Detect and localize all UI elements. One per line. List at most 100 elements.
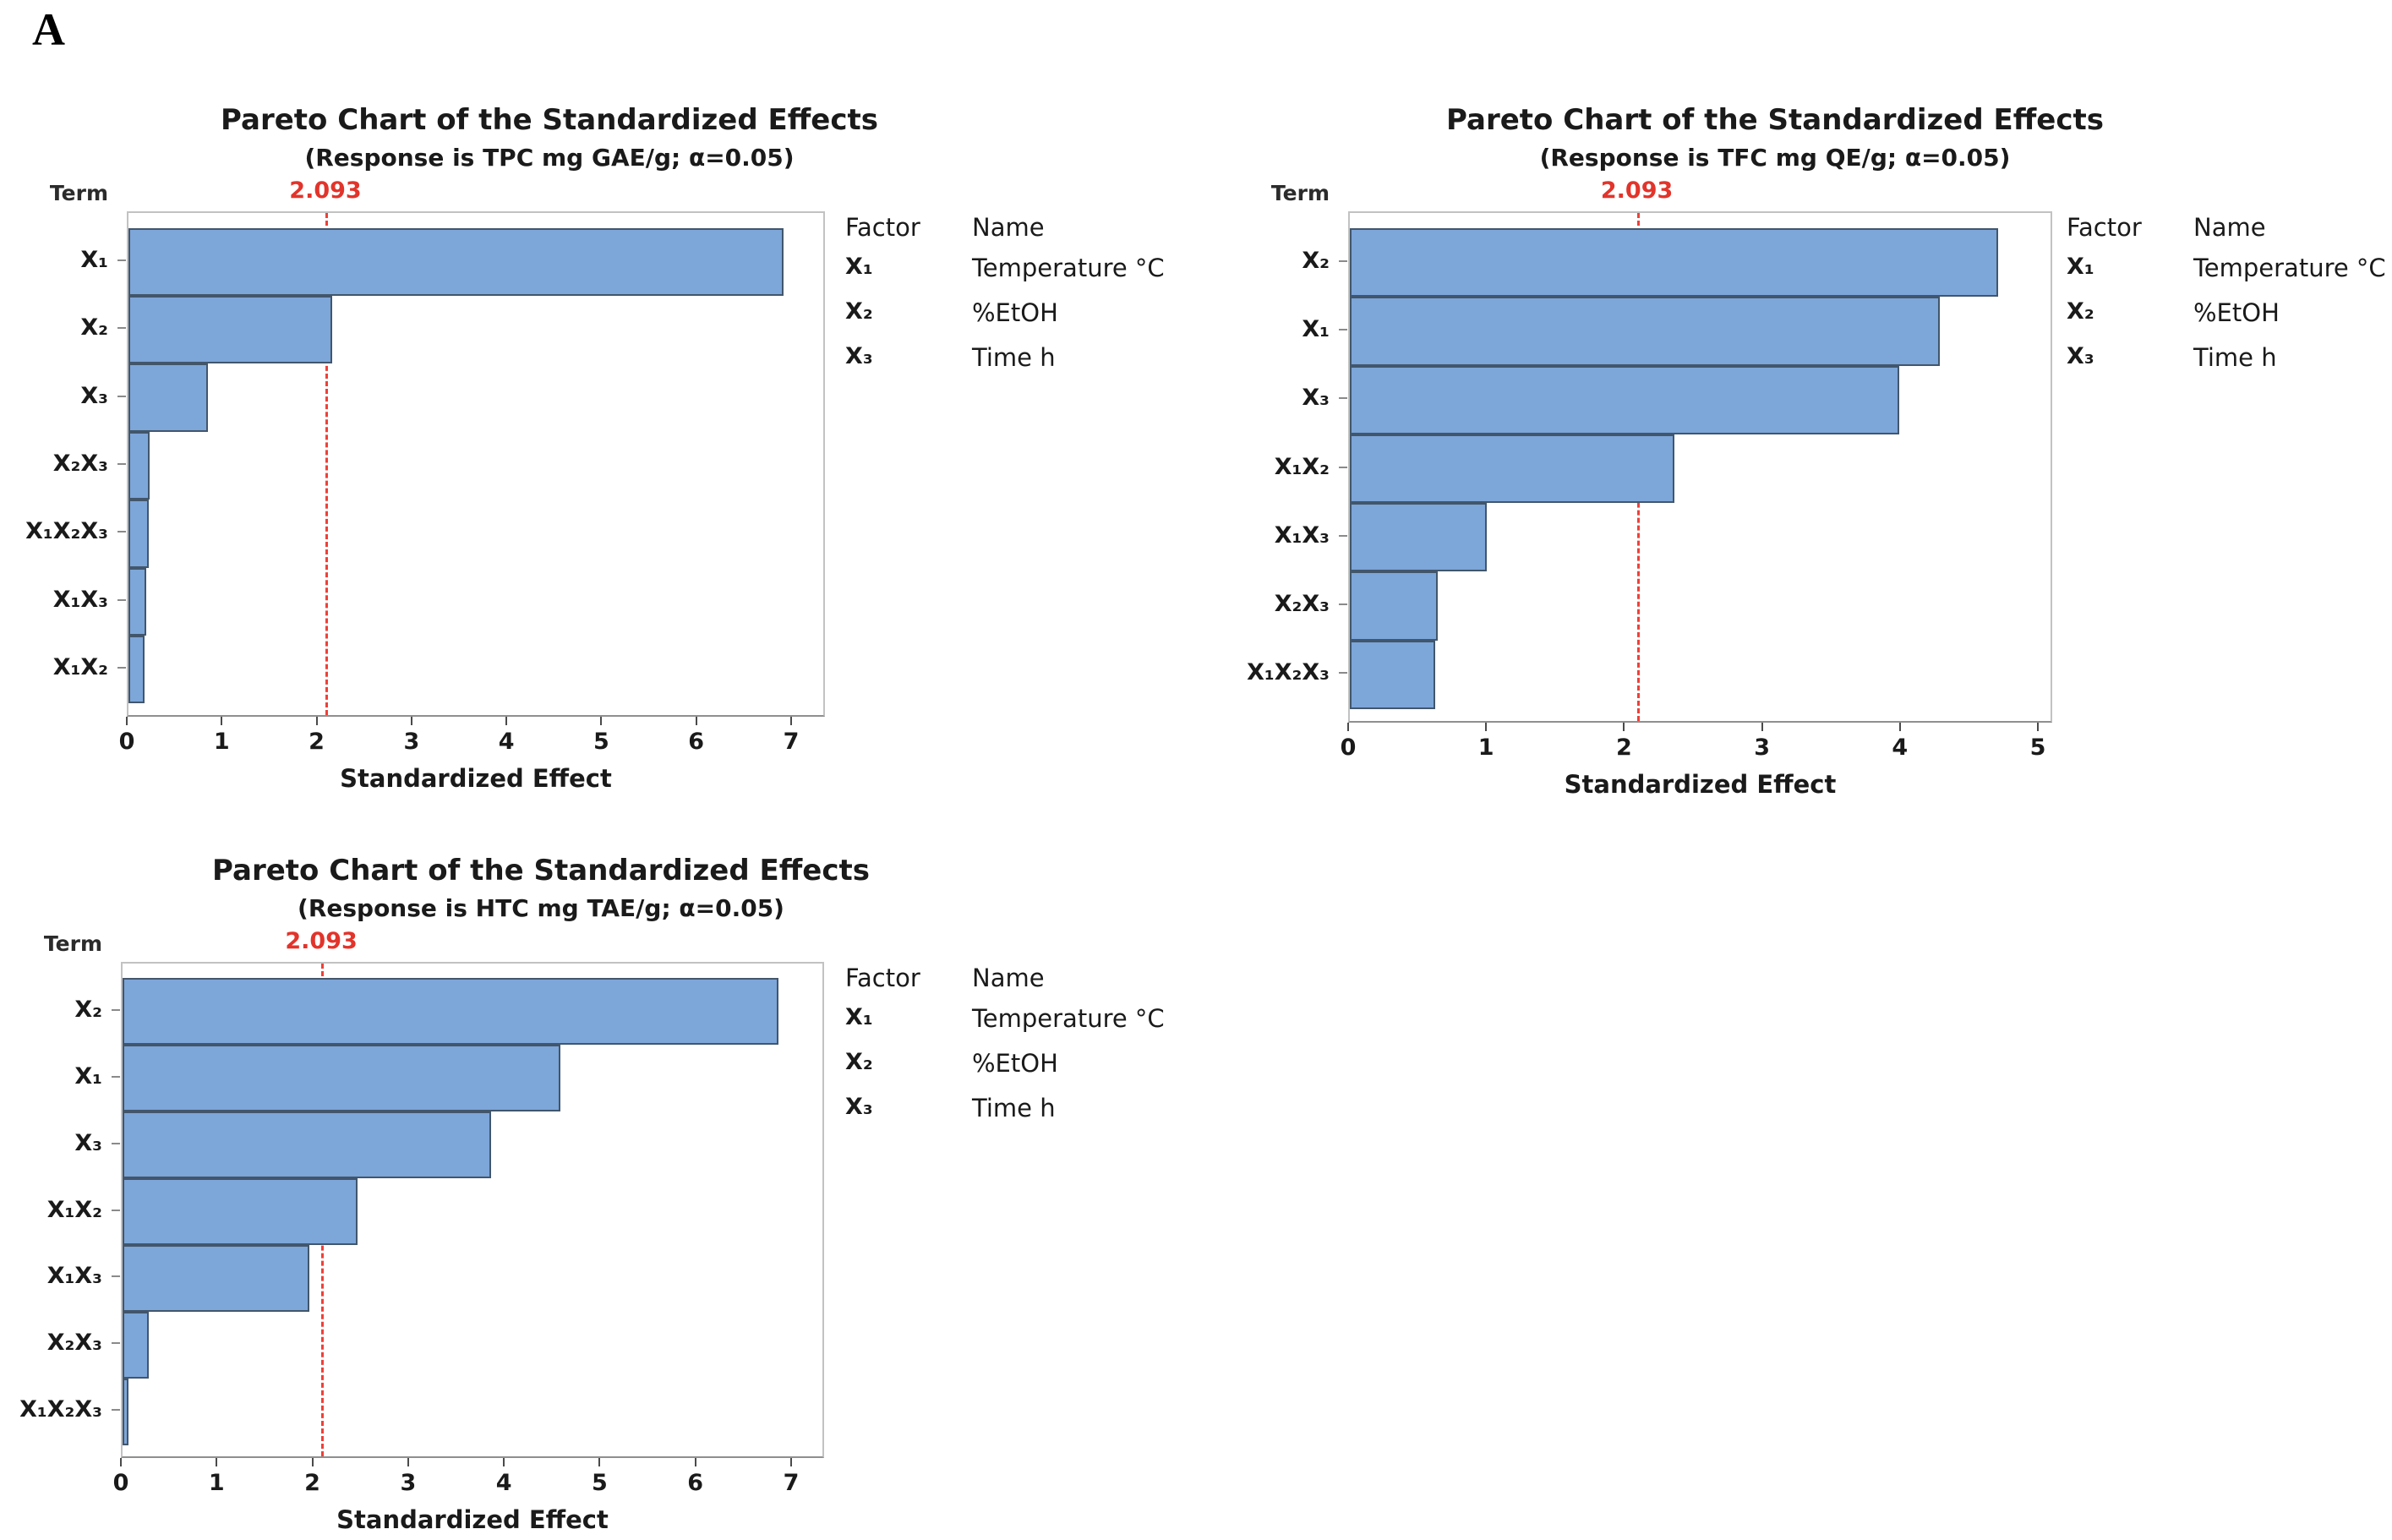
term-tick-label: X₁ bbox=[1302, 315, 1330, 342]
y-tick-mark bbox=[112, 1142, 120, 1144]
x-tick-mark bbox=[503, 1458, 505, 1466]
y-tick-mark bbox=[112, 1075, 120, 1078]
term-tick-label: X₃ bbox=[1302, 385, 1330, 412]
y-tick-mark bbox=[1339, 534, 1347, 537]
legend-factor-value: X₂ bbox=[845, 1049, 873, 1075]
y-tick-mark bbox=[117, 463, 126, 465]
x-tick-label: 2 bbox=[309, 729, 325, 755]
x-tick-label: 1 bbox=[1477, 735, 1494, 761]
pareto-bar-3 bbox=[128, 363, 209, 432]
legend-name-value: %EtOH bbox=[972, 1049, 1058, 1078]
y-tick-mark bbox=[1339, 328, 1347, 330]
legend-factor-header: Factor bbox=[845, 964, 920, 992]
x-tick-mark bbox=[2037, 723, 2039, 731]
legend-factor-header: Factor bbox=[2067, 213, 2142, 242]
x-tick-label: 1 bbox=[213, 729, 230, 755]
legend-name-value: Temperature °C bbox=[972, 1004, 1165, 1033]
legend-name-value: Temperature °C bbox=[2193, 254, 2386, 282]
pareto-bar-6 bbox=[1350, 571, 1439, 641]
y-tick-mark bbox=[117, 598, 126, 601]
x-tick-mark bbox=[695, 717, 697, 725]
x-tick-mark bbox=[694, 1458, 696, 1466]
x-tick-label: 4 bbox=[1892, 735, 1909, 761]
legend-factor-value: X₃ bbox=[845, 343, 873, 369]
legend-factor-value: X₂ bbox=[845, 298, 873, 325]
pareto-bar-6 bbox=[123, 1311, 149, 1379]
legend-factor-value: X₂ bbox=[2067, 298, 2094, 325]
reference-value-label: 2.093 bbox=[1600, 177, 1674, 204]
term-tick-label: X₂X₃ bbox=[1274, 591, 1330, 618]
legend-name-value: %EtOH bbox=[2193, 298, 2280, 327]
term-tick-label: X₁X₂X₃ bbox=[19, 1396, 102, 1423]
chart-subtitle: (Response is TPC mg GAE/g; α=0.05) bbox=[304, 144, 795, 172]
term-tick-label: X₂ bbox=[80, 314, 108, 341]
x-tick-label: 6 bbox=[687, 1470, 704, 1496]
y-axis-title: Term bbox=[43, 931, 102, 956]
x-tick-label: 7 bbox=[783, 1470, 800, 1496]
x-tick-mark bbox=[221, 717, 223, 725]
reference-line bbox=[325, 213, 328, 715]
x-tick-mark bbox=[1761, 723, 1763, 731]
term-tick-label: X₁X₂ bbox=[52, 654, 108, 681]
term-tick-label: X₁X₂X₃ bbox=[1247, 659, 1330, 686]
x-tick-label: 0 bbox=[112, 1470, 129, 1496]
x-tick-label: 4 bbox=[495, 1470, 512, 1496]
legend-name-header: Name bbox=[2193, 213, 2266, 242]
x-tick-mark bbox=[410, 717, 412, 725]
term-tick-label: X₃ bbox=[80, 382, 108, 409]
x-tick-label: 5 bbox=[592, 1470, 608, 1496]
pareto-bar-2 bbox=[128, 296, 333, 364]
term-tick-label: X₁X₃ bbox=[46, 1263, 102, 1290]
pareto-bar-7 bbox=[128, 635, 145, 704]
pareto-bar-6 bbox=[128, 567, 147, 636]
reference-value-label: 2.093 bbox=[289, 177, 362, 204]
x-tick-label: 4 bbox=[498, 729, 515, 755]
chart-title: Pareto Chart of the Standardized Effects bbox=[212, 854, 870, 887]
term-tick-label: X₂X₃ bbox=[52, 451, 108, 477]
x-tick-label: 5 bbox=[593, 729, 609, 755]
x-tick-label: 3 bbox=[1754, 735, 1770, 761]
x-tick-mark bbox=[1347, 723, 1349, 731]
figure-panel-label: A bbox=[32, 4, 65, 55]
x-tick-mark bbox=[600, 717, 603, 725]
legend-factor-value: X₁ bbox=[845, 254, 873, 280]
term-tick-label: X₃ bbox=[74, 1129, 102, 1156]
x-axis-title: Standardized Effect bbox=[340, 764, 612, 793]
x-tick-label: 0 bbox=[118, 729, 135, 755]
reference-value-label: 2.093 bbox=[285, 928, 358, 954]
legend-factor-value: X₃ bbox=[2067, 343, 2094, 369]
pareto-bar-5 bbox=[128, 500, 149, 568]
y-tick-mark bbox=[1339, 259, 1347, 262]
chart-title: Pareto Chart of the Standardized Effects bbox=[1446, 103, 2104, 137]
y-tick-mark bbox=[1339, 397, 1347, 400]
pareto-bar-4 bbox=[128, 431, 150, 500]
y-tick-mark bbox=[112, 1409, 120, 1412]
x-tick-mark bbox=[505, 717, 508, 725]
x-tick-mark bbox=[790, 1458, 792, 1466]
pareto-bar-3 bbox=[123, 1111, 492, 1179]
y-tick-mark bbox=[112, 1342, 120, 1345]
x-tick-mark bbox=[120, 1458, 122, 1466]
chart-title: Pareto Chart of the Standardized Effects bbox=[221, 103, 878, 137]
term-tick-label: X₁ bbox=[74, 1062, 102, 1089]
legend-name-value: Time h bbox=[2193, 343, 2277, 372]
term-tick-label: X₁X₂ bbox=[1274, 453, 1330, 480]
plot-area bbox=[121, 962, 824, 1458]
pareto-bar-5 bbox=[123, 1244, 309, 1312]
x-tick-mark bbox=[407, 1458, 409, 1466]
legend-name-value: Time h bbox=[972, 1094, 1056, 1122]
pareto-bar-3 bbox=[1350, 365, 1899, 434]
y-tick-mark bbox=[117, 667, 126, 669]
x-tick-mark bbox=[598, 1458, 601, 1466]
y-tick-mark bbox=[112, 1209, 120, 1211]
x-tick-mark bbox=[1898, 723, 1901, 731]
chart-subtitle: (Response is HTC mg TAE/g; α=0.05) bbox=[298, 894, 784, 922]
x-tick-label: 3 bbox=[400, 1470, 417, 1496]
x-tick-mark bbox=[790, 717, 792, 725]
x-tick-label: 2 bbox=[1615, 735, 1632, 761]
x-tick-label: 2 bbox=[304, 1470, 320, 1496]
y-tick-mark bbox=[1339, 672, 1347, 674]
x-tick-mark bbox=[216, 1458, 218, 1466]
legend-name-value: Temperature °C bbox=[972, 254, 1165, 282]
